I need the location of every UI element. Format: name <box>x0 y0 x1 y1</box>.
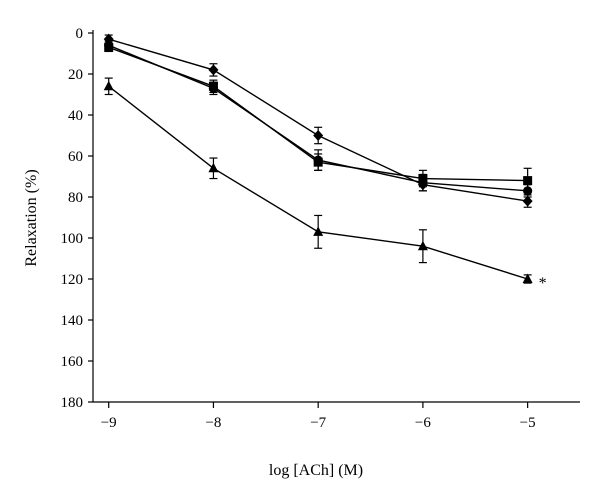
x-tick-label: −7 <box>310 415 326 431</box>
axes: 0 20 40 60 80 100 120 140 160 180 −9 −8 −7 −6 −5 <box>61 26 580 431</box>
significance-annotation: * <box>539 275 547 292</box>
y-tick-label: 0 <box>76 26 84 42</box>
data-point <box>313 155 323 165</box>
y-axis-title: Relaxation (%) <box>23 169 40 266</box>
y-tick-label: 120 <box>61 272 84 288</box>
y-tick-label: 160 <box>61 354 84 370</box>
data-point <box>418 178 428 188</box>
x-tick-label: −5 <box>520 415 536 431</box>
data-point <box>104 40 114 50</box>
x-tick-label: −6 <box>415 415 431 431</box>
data-point <box>208 162 219 173</box>
data-point <box>523 186 533 196</box>
y-tick-label: 60 <box>68 149 83 165</box>
y-tick-label: 40 <box>68 108 83 124</box>
y-tick-label: 80 <box>68 190 83 206</box>
data-point <box>313 226 324 236</box>
series-triangle <box>103 77 533 284</box>
data-point <box>417 240 428 251</box>
data-point <box>208 64 219 76</box>
series-line <box>108 85 528 280</box>
y-tick-label: 20 <box>68 67 83 83</box>
data-point <box>313 130 324 141</box>
x-axis-title: log [ACh] (M) <box>269 462 363 479</box>
data-point <box>522 195 533 207</box>
data-point <box>103 80 114 91</box>
data-point <box>522 273 533 283</box>
series-line <box>108 38 528 202</box>
y-tick-label: 180 <box>61 395 84 411</box>
y-tick-label: 100 <box>61 231 84 247</box>
data-point <box>208 83 219 93</box>
series-diamond <box>103 33 533 208</box>
data-point <box>523 176 533 186</box>
series-circle <box>104 40 533 198</box>
x-tick-label: −9 <box>101 415 117 431</box>
x-tick-label: −8 <box>205 415 221 431</box>
y-tick-label: 140 <box>61 313 84 329</box>
series-layer: * <box>103 33 547 292</box>
